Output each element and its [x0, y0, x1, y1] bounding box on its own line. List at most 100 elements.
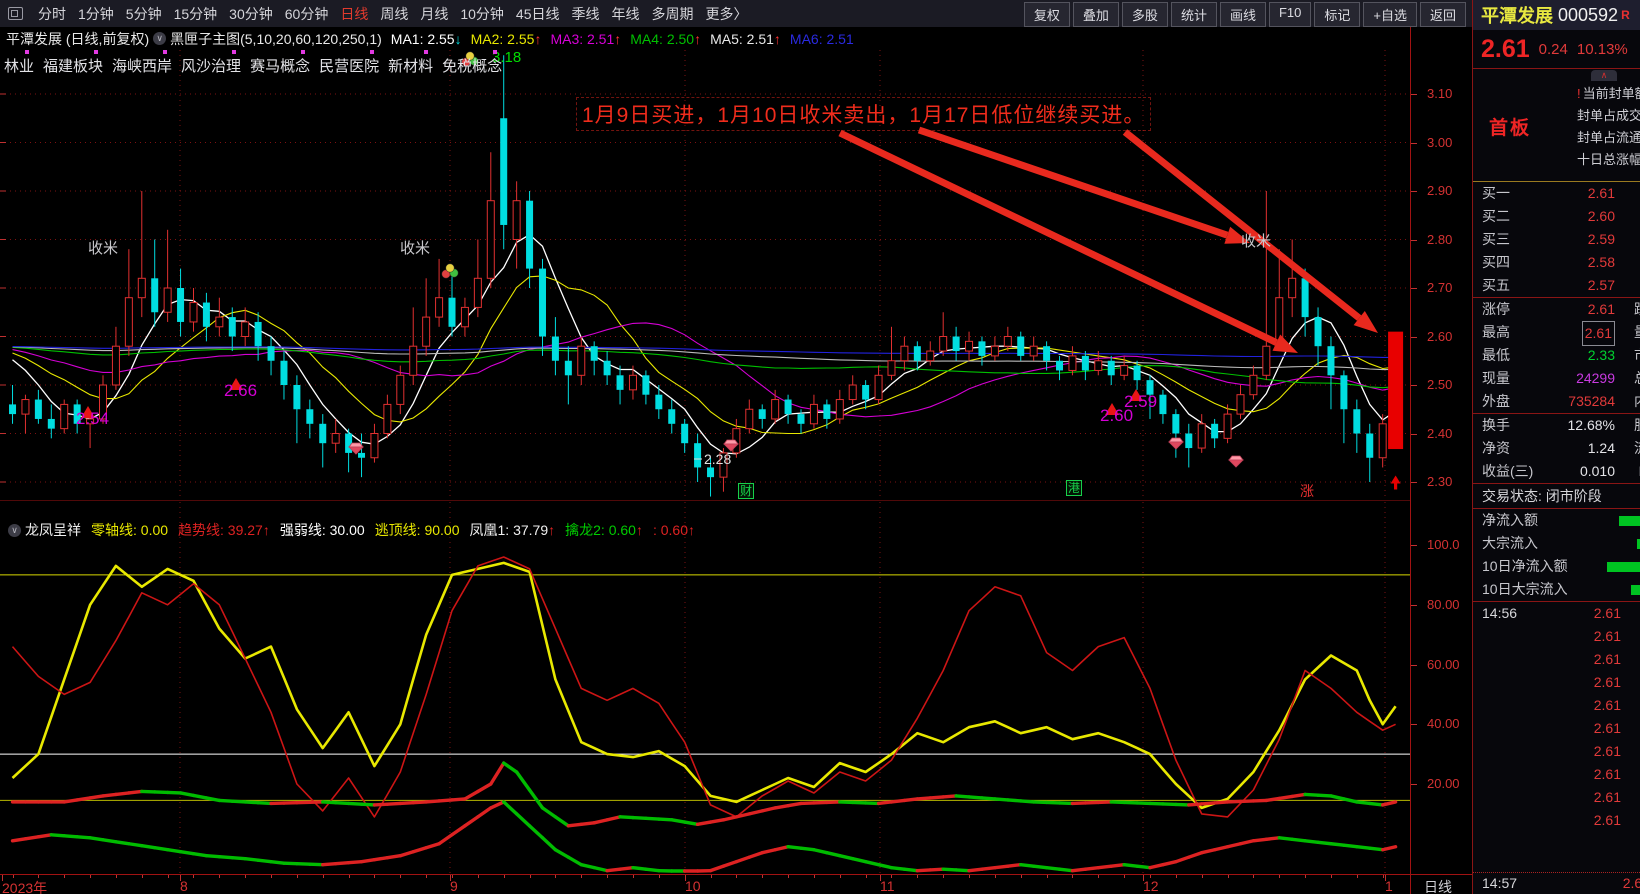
- flow-bar: [1631, 585, 1640, 595]
- flow-row-10日大宗流入: 10日大宗流入: [1473, 578, 1640, 601]
- bid-row-5[interactable]: 买五 2.57: [1482, 277, 1615, 293]
- bid-row-3[interactable]: 买三 2.59: [1482, 231, 1615, 247]
- tick-row: 2.61: [1593, 628, 1621, 644]
- indicator-axis-label: 100.0: [1427, 537, 1460, 552]
- tool-button-+自选[interactable]: +自选: [1363, 2, 1417, 27]
- tick-row: 2.61: [1593, 812, 1621, 828]
- bid-row-2[interactable]: 买二 2.60: [1482, 208, 1615, 224]
- tool-button-复权[interactable]: 复权: [1023, 2, 1070, 27]
- time-axis-label: 9: [450, 878, 458, 894]
- tool-button-叠加[interactable]: 叠加: [1072, 2, 1119, 27]
- tool-button-统计[interactable]: 统计: [1170, 2, 1217, 27]
- flow-bar: [1607, 562, 1640, 572]
- period-item-更多〉[interactable]: 更多〉: [705, 5, 748, 22]
- period-item-1分钟[interactable]: 1分钟: [78, 5, 114, 22]
- board-label: 首板: [1489, 118, 1532, 139]
- trade-status: 交易状态: 闭市阶段: [1482, 488, 1602, 504]
- period-item-多周期[interactable]: 多周期: [651, 5, 694, 22]
- indicator-canvas[interactable]: [0, 500, 1410, 874]
- market-tag-港: 港: [1066, 480, 1083, 496]
- tag-新材料[interactable]: 新材料: [388, 50, 433, 76]
- market-tag-财: 财: [738, 483, 755, 499]
- tool-button-返回[interactable]: 返回: [1419, 2, 1466, 27]
- svg-text:2.28: 2.28: [704, 451, 731, 467]
- flow-bar: [1619, 516, 1640, 526]
- tick-time: 14:57: [1482, 875, 1518, 891]
- period-label[interactable]: 日线: [1424, 879, 1452, 894]
- main-chart-canvas[interactable]: 收米 收米 收米 2.54 2.66 2.602.59 3.18 2.28: [0, 50, 1410, 497]
- time-axis: 2023年 8 9 10 11 12 1: [0, 874, 1410, 894]
- period-item-月线[interactable]: 月线: [420, 5, 449, 22]
- ma-value: MA1: 2.55↓: [390, 30, 462, 47]
- stock-name: 平潭发展: [1481, 6, 1553, 26]
- collapse-tab[interactable]: ∧: [1591, 70, 1617, 81]
- tick-row: 2.61: [1593, 720, 1621, 736]
- limit-board-panel: 首板 !当前封单额封单占成交封单占流通十日总涨幅: [1473, 69, 1640, 181]
- tick-price: 2.61: [1622, 875, 1640, 891]
- svg-text:2.59: 2.59: [1124, 392, 1157, 411]
- period-item-30分钟[interactable]: 30分钟: [229, 5, 273, 22]
- tool-button-F10[interactable]: F10: [1268, 2, 1312, 27]
- time-axis-label: 1: [1385, 878, 1393, 894]
- stock-title-row[interactable]: 平潭发展 000592 R: [1473, 0, 1640, 30]
- ma-value: MA2: 2.55↑: [470, 30, 542, 47]
- tool-button-标记[interactable]: 标记: [1314, 2, 1361, 27]
- price-axis-label: 2.40: [1427, 425, 1453, 441]
- period-item-季线[interactable]: 季线: [571, 5, 600, 22]
- tag-林业[interactable]: 林业: [4, 50, 34, 76]
- flow-row-10日净流入额: 10日净流入额: [1473, 555, 1640, 578]
- indicator-value: 逃顶线: 90.00: [374, 522, 460, 538]
- indicator-value: 凤凰1: 37.79↑: [469, 522, 556, 538]
- flow-row-净流入额: 净流入额: [1473, 509, 1640, 532]
- stat-row-涨停: 涨停2.61跌: [1482, 301, 1640, 317]
- flow-bar: [1637, 539, 1640, 549]
- bid-row-4[interactable]: 买四 2.58: [1482, 254, 1615, 270]
- tick-row: 2.61: [1593, 766, 1621, 782]
- period-item-15分钟[interactable]: 15分钟: [173, 5, 218, 22]
- indicator-value: 趋势线: 39.27↑: [178, 522, 270, 538]
- tick-row: 14:56 2.61: [1482, 605, 1621, 621]
- stat-row-最低: 最低2.33市: [1482, 347, 1640, 363]
- tick-row: 2.61: [1593, 743, 1621, 759]
- chevron-down-icon[interactable]: ∨: [8, 523, 21, 537]
- indicator-value: 擒龙2: 0.60↑: [565, 522, 643, 538]
- period-item-5分钟[interactable]: 5分钟: [125, 5, 162, 22]
- price-axis-label: 3.00: [1427, 134, 1453, 150]
- chevron-down-icon[interactable]: ∨: [153, 32, 167, 45]
- svg-text:收米: 收米: [1241, 233, 1271, 250]
- tick-list[interactable]: 14:56 2.61 2.61 2.61 2.61 2.61 2.61 2.61 2.61 2.6…: [1473, 602, 1640, 832]
- indicator-axis-label: 40.00: [1427, 716, 1460, 732]
- indicator-value: : 0.60↑: [652, 522, 695, 538]
- tag-民营医院[interactable]: 民营医院: [319, 50, 379, 76]
- window-icon[interactable]: [8, 7, 23, 20]
- tag-赛马概念[interactable]: 赛马概念: [250, 50, 310, 76]
- tag-风沙治理[interactable]: 风沙治理: [181, 50, 241, 76]
- stat-row-现量: 现量24299总: [1482, 370, 1640, 386]
- price-change: 0.24: [1538, 40, 1568, 58]
- chart-annotation[interactable]: 1月9日买进，1月10日收米卖出，1月17日低位继续买进。: [576, 97, 1152, 131]
- stat-row-净资: 净资1.24流: [1482, 440, 1640, 456]
- ma-value: MA3: 2.51↑: [550, 30, 622, 47]
- period-item-日线[interactable]: 日线: [340, 5, 369, 22]
- price-axis-label: 2.60: [1427, 328, 1453, 344]
- bid-row-1[interactable]: 买一 2.61: [1482, 185, 1615, 201]
- price-axis: 日线 3.10 3.00 2.90 2.80 2.70 2.60 2.50 2.40 2.30 1…: [1410, 27, 1473, 894]
- period-item-10分钟[interactable]: 10分钟: [460, 5, 504, 22]
- stat-row-收益(三): 收益(三)0.010P: [1482, 463, 1640, 479]
- tool-button-画线[interactable]: 画线: [1219, 2, 1266, 27]
- price-axis-label: 3.10: [1427, 86, 1453, 101]
- tag-福建板块[interactable]: 福建板块: [43, 50, 103, 76]
- period-item-年线[interactable]: 年线: [611, 5, 640, 22]
- indicator-axis-label: 20.00: [1427, 776, 1460, 791]
- period-item-周线[interactable]: 周线: [380, 5, 409, 22]
- board-line: 十日总涨幅: [1577, 152, 1640, 167]
- tool-button-多股[interactable]: 多股: [1121, 2, 1168, 27]
- time-axis-label: 8: [180, 878, 188, 894]
- period-item-分时[interactable]: 分时: [38, 5, 66, 22]
- tag-海峡西岸[interactable]: 海峡西岸: [112, 50, 172, 76]
- period-item-45日线[interactable]: 45日线: [515, 5, 560, 22]
- period-item-60分钟[interactable]: 60分钟: [284, 5, 329, 22]
- tick-row-last[interactable]: 14:57 2.61: [1473, 872, 1640, 894]
- tag-免税概念[interactable]: 免税概念: [442, 50, 502, 76]
